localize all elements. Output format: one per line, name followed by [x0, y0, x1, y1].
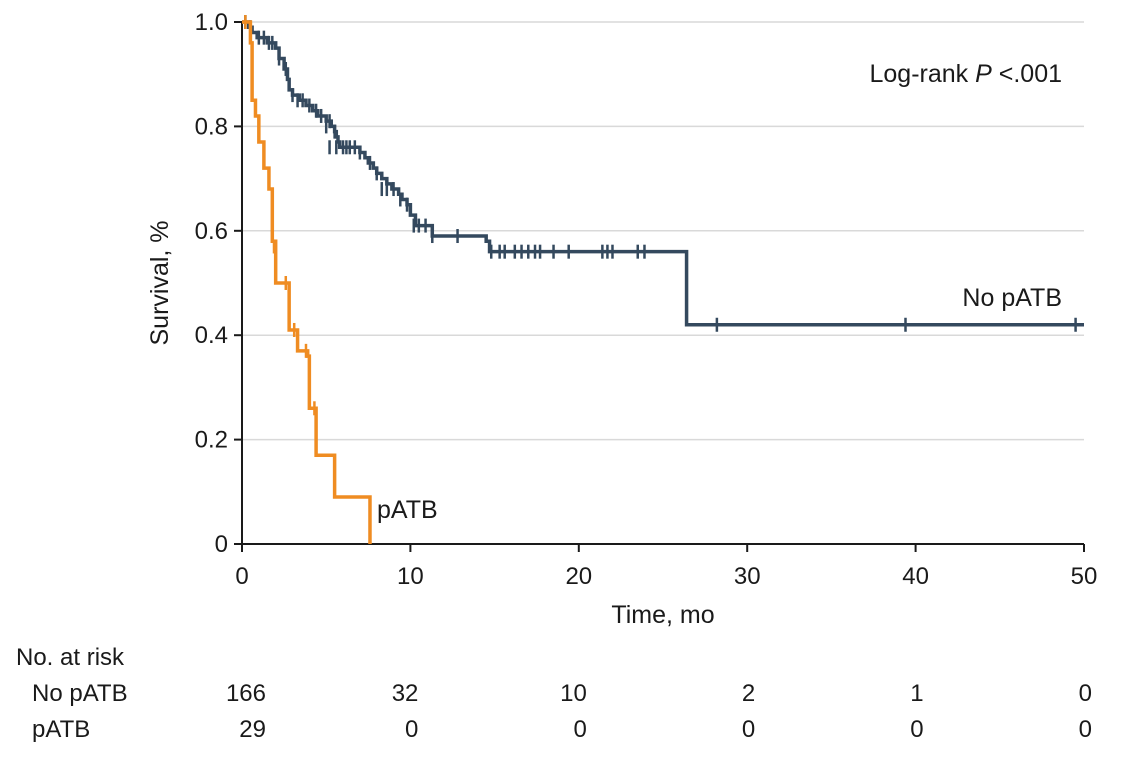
- x-axis-label: Time, mo: [611, 601, 714, 629]
- risk-value: 1: [910, 680, 924, 707]
- series-group: [242, 15, 1084, 544]
- y-tick-label: 0: [215, 531, 228, 558]
- y-tick-label: 0.8: [195, 113, 228, 140]
- x-tick-label: 10: [397, 563, 424, 590]
- risk-value: 0: [741, 716, 756, 743]
- x-tick-label: 30: [734, 563, 761, 590]
- annotation-suffix: <.001: [992, 60, 1062, 88]
- risk-row-label-patb: pATB: [32, 716, 91, 743]
- y-tick-label: 0.6: [195, 218, 228, 245]
- x-tick-label: 0: [235, 563, 248, 590]
- risk-value: 166: [225, 680, 266, 707]
- log-rank-annotation: Log-rank P <.001: [869, 60, 1062, 88]
- survival-line: [242, 20, 1084, 327]
- x-tick-label: 40: [902, 563, 929, 590]
- x-tick-label: 50: [1071, 563, 1098, 590]
- risk-value: 0: [1078, 680, 1092, 707]
- risk-value: 29: [239, 716, 266, 743]
- y-tick-label: 0.4: [195, 322, 228, 349]
- risk-value: 0: [910, 716, 924, 743]
- risk-value: 2: [741, 680, 756, 707]
- series-label-no-patb: No pATB: [962, 284, 1062, 312]
- x-tick-label: 20: [565, 563, 592, 590]
- risk-value: 32: [391, 680, 419, 707]
- y-tick-label: 1.0: [195, 9, 228, 36]
- series-no-patb: [242, 15, 1084, 332]
- risk-value: 0: [405, 716, 419, 743]
- gridlines: [242, 21, 1084, 441]
- risk-value: 0: [1078, 716, 1092, 743]
- annotation-prefix: Log-rank: [869, 60, 975, 88]
- survival-line: [242, 20, 372, 544]
- series-patb: [242, 15, 372, 544]
- series-label-patb: pATB: [377, 496, 438, 524]
- axes: [234, 21, 1085, 552]
- tick-labels: 0 0.2 0.4 0.6 0.8 1.0 0 10 20 30 40 50: [195, 9, 1098, 590]
- y-tick-label: 0.2: [195, 427, 228, 454]
- risk-value: 10: [560, 680, 587, 707]
- risk-table-title: No. at risk: [16, 644, 125, 671]
- y-axis-label: Survival, %: [146, 220, 174, 345]
- risk-row-label-no-patb: No pATB: [32, 680, 128, 707]
- risk-value: 0: [573, 716, 587, 743]
- annotation-p: P: [975, 60, 992, 88]
